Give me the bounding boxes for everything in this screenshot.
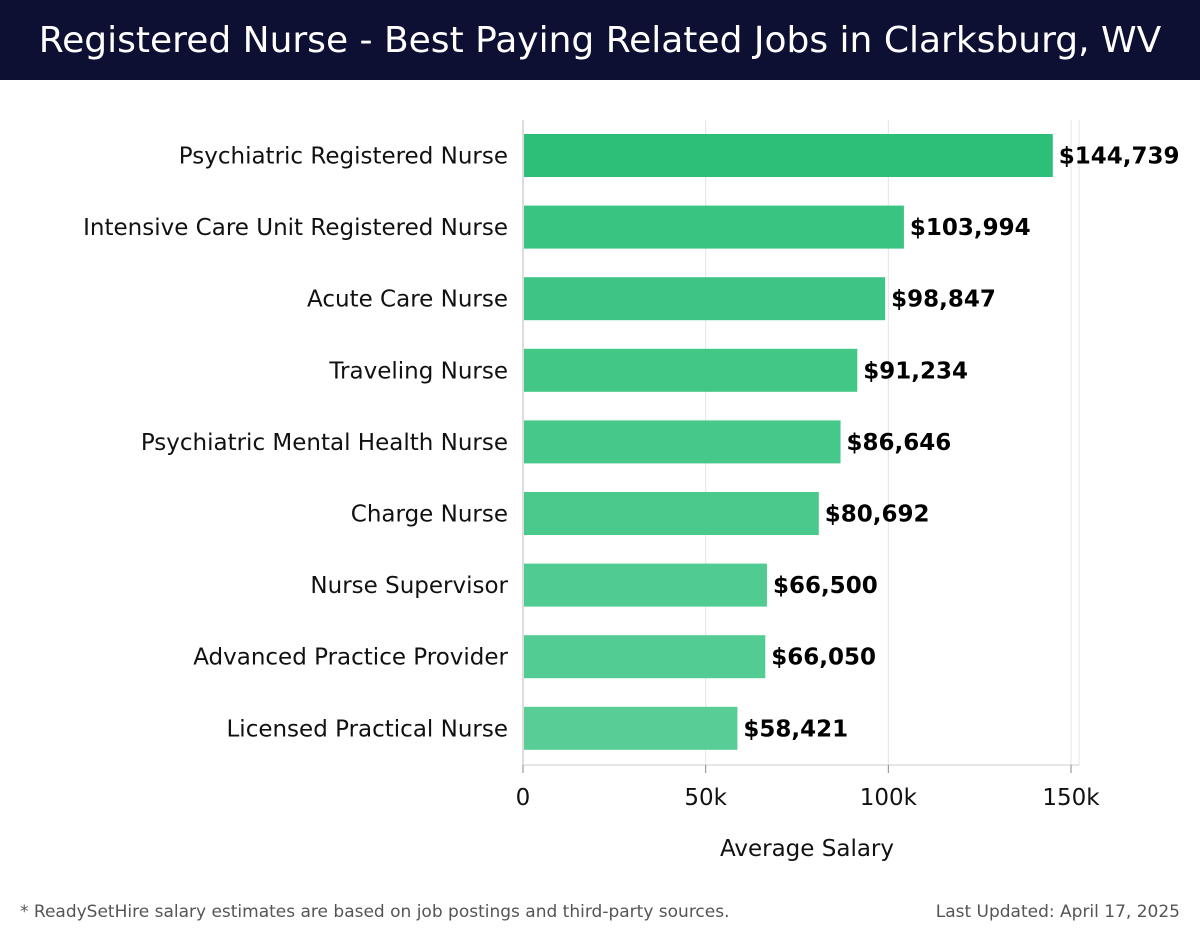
category-label: Traveling Nurse <box>328 358 508 384</box>
bar <box>524 205 904 249</box>
bar <box>524 277 886 321</box>
category-label: Acute Care Nurse <box>307 287 508 313</box>
value-label: $66,050 <box>771 645 876 671</box>
value-label: $86,646 <box>847 430 952 456</box>
category-label: Psychiatric Mental Health Nurse <box>141 430 508 456</box>
x-tick-label: 50k <box>684 785 727 811</box>
value-label: $91,234 <box>863 358 968 384</box>
footer-updated: Last Updated: April 17, 2025 <box>935 902 1180 922</box>
bar <box>524 348 858 392</box>
footer-note: * ReadySetHire salary estimates are base… <box>20 902 730 922</box>
x-tick-label: 100k <box>860 785 918 811</box>
category-label: Nurse Supervisor <box>310 573 508 599</box>
bar <box>524 563 767 607</box>
x-tick-label: 150k <box>1042 785 1100 811</box>
bar <box>524 134 1053 177</box>
value-label: $144,739 <box>1059 144 1180 170</box>
bar-chart: Psychiatric Registered Nurse $144,739 Inte… <box>83 120 1180 862</box>
value-label: $80,692 <box>825 502 930 528</box>
chart-title: Registered Nurse - Best Paying Related J… <box>38 19 1162 61</box>
x-tick-label: 0 <box>516 785 531 811</box>
category-label: Psychiatric Registered Nurse <box>179 144 508 170</box>
chart-header: Registered Nurse - Best Paying Related J… <box>0 0 1200 80</box>
category-label: Advanced Practice Provider <box>193 645 508 671</box>
bar <box>524 635 766 679</box>
value-label: $103,994 <box>910 215 1031 241</box>
category-label: Licensed Practical Nurse <box>226 716 508 742</box>
value-label: $66,500 <box>773 573 878 599</box>
value-label: $98,847 <box>891 287 996 313</box>
category-label: Charge Nurse <box>351 502 508 528</box>
bar <box>524 706 738 750</box>
x-axis-title: Average Salary <box>720 836 894 862</box>
bar <box>524 492 819 535</box>
category-label: Intensive Care Unit Registered Nurse <box>83 215 508 241</box>
bar <box>524 420 841 464</box>
value-label: $58,421 <box>743 716 848 742</box>
